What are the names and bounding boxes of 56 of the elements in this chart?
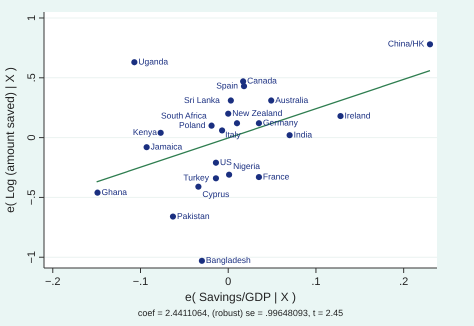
annotation: Spain (216, 80, 238, 90)
y-tick-label: 1 (26, 14, 38, 22)
annotation: Ghana (102, 186, 128, 197)
annotation: Kenya (132, 127, 158, 138)
point (256, 174, 262, 180)
annotation: Canada (247, 76, 278, 86)
annotation: Australia (275, 94, 309, 105)
point (218, 127, 226, 134)
point (208, 122, 215, 129)
annotation: Jamaica (150, 141, 183, 152)
annotation: Bangladesh (206, 255, 252, 266)
y-tick-label: 0 (26, 134, 38, 141)
annotation: Cyprus (202, 188, 230, 199)
annotation: Ireland (344, 110, 371, 120)
point (426, 41, 434, 48)
point (94, 190, 101, 196)
text: coef = 2.4411064, (robust) se = .99648093, t = 2.45 (138, 308, 344, 318)
y-axis-title: e( Log (amount saved) | X ) (3, 67, 17, 213)
annotation: Turkey (183, 172, 210, 183)
point (286, 132, 293, 138)
point (228, 97, 234, 104)
point (195, 184, 202, 190)
annotation: China/HK (388, 38, 425, 49)
point (337, 112, 344, 120)
point (170, 213, 176, 220)
annotation: France (262, 171, 290, 182)
annotation: Pakistan (176, 210, 210, 221)
x-axis-title: e( Savings/GDP | X ) (185, 290, 296, 304)
annotation: New Zealand (232, 108, 283, 118)
point (225, 110, 232, 117)
point (240, 83, 248, 90)
y-tick-label: −.5 (26, 190, 38, 206)
point (226, 172, 232, 178)
point (212, 175, 220, 182)
annotation: US (220, 156, 232, 167)
point (268, 97, 274, 104)
x-tick-label: −.2 (44, 276, 61, 288)
annotation: Nigeria (233, 160, 260, 171)
y-tick-label: −1 (26, 250, 38, 264)
x-tick-label: .2 (399, 276, 408, 288)
annotation: Sri Lanka (184, 94, 220, 105)
x-tick-label: −.1 (132, 276, 148, 288)
annotation: India (294, 129, 312, 140)
point (144, 144, 150, 150)
y-tick-label: .5 (26, 73, 38, 82)
annotation: South Africa (160, 110, 208, 121)
point (212, 160, 220, 166)
annotation: Poland (178, 120, 206, 130)
x-tick-label: .1 (311, 276, 321, 288)
point (256, 120, 262, 126)
point (198, 258, 205, 264)
annotation: Uganda (138, 56, 168, 66)
x-tick-label: 0 (225, 276, 232, 288)
point (158, 130, 164, 136)
point (234, 120, 240, 126)
point (131, 59, 138, 66)
